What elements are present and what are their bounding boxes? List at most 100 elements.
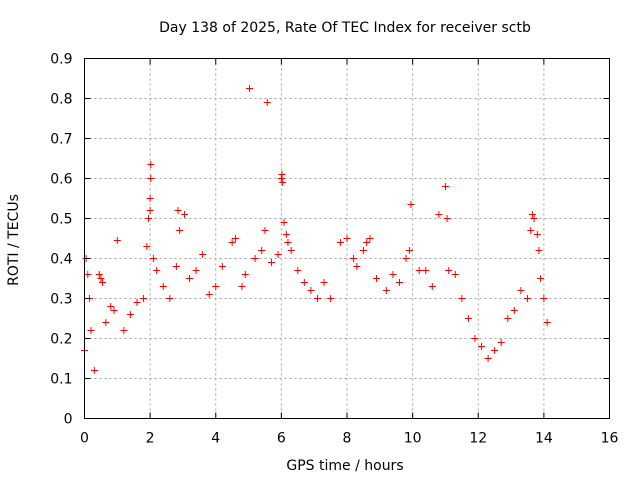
data-point: [528, 211, 536, 218]
data-point: [504, 315, 512, 322]
data-point: [263, 99, 271, 106]
data-point: [441, 183, 449, 190]
data-point: [415, 267, 423, 274]
x-tick-label: 12: [469, 431, 487, 447]
data-point: [278, 171, 286, 178]
data-point: [144, 215, 152, 222]
data-point: [294, 267, 302, 274]
data-point: [535, 247, 543, 254]
data-point: [166, 295, 174, 302]
y-tick-label: 0.2: [50, 332, 72, 348]
data-point: [199, 251, 207, 258]
data-point: [396, 279, 403, 286]
data-point: [95, 271, 103, 278]
x-tick-label: 0: [80, 431, 89, 447]
data-point: [517, 287, 525, 294]
data-point: [458, 295, 466, 302]
data-point: [146, 207, 154, 214]
x-tick-label: 6: [277, 431, 286, 447]
data-point: [307, 287, 315, 294]
x-tick-label: 10: [404, 431, 422, 447]
y-tick-label: 0.3: [50, 292, 72, 308]
data-point: [478, 343, 486, 350]
y-tick-label: 0.6: [50, 172, 72, 188]
data-point: [523, 295, 531, 302]
data-point: [146, 195, 154, 202]
chart-title: Day 138 of 2025, Rate Of TEC Index for r…: [159, 20, 531, 36]
data-point: [497, 339, 505, 346]
data-point: [218, 263, 226, 270]
data-point: [543, 319, 551, 326]
y-tick-label: 0.5: [50, 212, 72, 228]
data-point: [537, 275, 545, 282]
data-point: [102, 319, 110, 326]
data-point: [451, 271, 459, 278]
data-point: [186, 275, 193, 282]
data-point: [205, 291, 213, 298]
data-point: [99, 279, 107, 286]
data-point: [280, 219, 288, 226]
data-point: [246, 85, 254, 92]
data-point: [327, 295, 335, 302]
x-tick-label: 14: [535, 431, 553, 447]
data-point: [172, 263, 180, 270]
data-point: [533, 231, 541, 238]
data-point: [149, 255, 157, 262]
data-point: [107, 303, 115, 310]
data-point: [343, 235, 351, 242]
data-point: [153, 267, 161, 274]
x-axis-label: GPS time / hours: [286, 458, 403, 474]
data-point: [97, 275, 105, 282]
y-tick-label: 0.8: [50, 92, 72, 108]
data-point: [402, 255, 410, 262]
data-point: [350, 255, 358, 262]
y-tick-label: 0.7: [50, 132, 72, 148]
data-point: [241, 271, 249, 278]
data-point: [405, 247, 413, 254]
data-point: [228, 239, 236, 246]
data-point: [159, 283, 167, 290]
data-point: [484, 355, 492, 362]
data-point: [443, 215, 451, 222]
y-tick-label: 0.1: [50, 372, 72, 388]
data-point: [261, 227, 269, 234]
data-point: [428, 283, 436, 290]
data-point: [251, 255, 259, 262]
data-point: [389, 271, 397, 278]
data-point: [435, 211, 443, 218]
data-point: [258, 247, 266, 254]
data-point: [90, 367, 98, 374]
data-point: [282, 231, 290, 238]
grid: [84, 58, 610, 419]
data-point: [268, 259, 276, 266]
data-point: [407, 201, 415, 208]
data-point: [287, 247, 295, 254]
data-point: [143, 243, 151, 250]
y-axis-label: ROTI / TECUs: [6, 194, 22, 286]
data-point: [422, 267, 430, 274]
data-point: [366, 235, 374, 242]
data-point: [464, 315, 472, 322]
data-point: [353, 263, 361, 270]
data-point: [540, 295, 548, 302]
data-point: [284, 239, 292, 246]
x-tick-label: 16: [601, 431, 619, 447]
data-point: [336, 239, 344, 246]
x-tick-label: 4: [211, 431, 220, 447]
data-point: [382, 287, 390, 294]
data-point: [192, 267, 200, 274]
data-point: [320, 279, 328, 286]
data-point: [110, 307, 118, 314]
y-tick-label: 0: [64, 412, 73, 428]
data-point: [231, 235, 239, 242]
data-point: [445, 267, 453, 274]
data-point: [530, 215, 538, 222]
data-point: [176, 227, 184, 234]
data-point: [359, 247, 367, 254]
data-point: [133, 299, 141, 306]
data-point: [510, 307, 518, 314]
data-point: [279, 179, 287, 186]
data-point: [300, 279, 308, 286]
